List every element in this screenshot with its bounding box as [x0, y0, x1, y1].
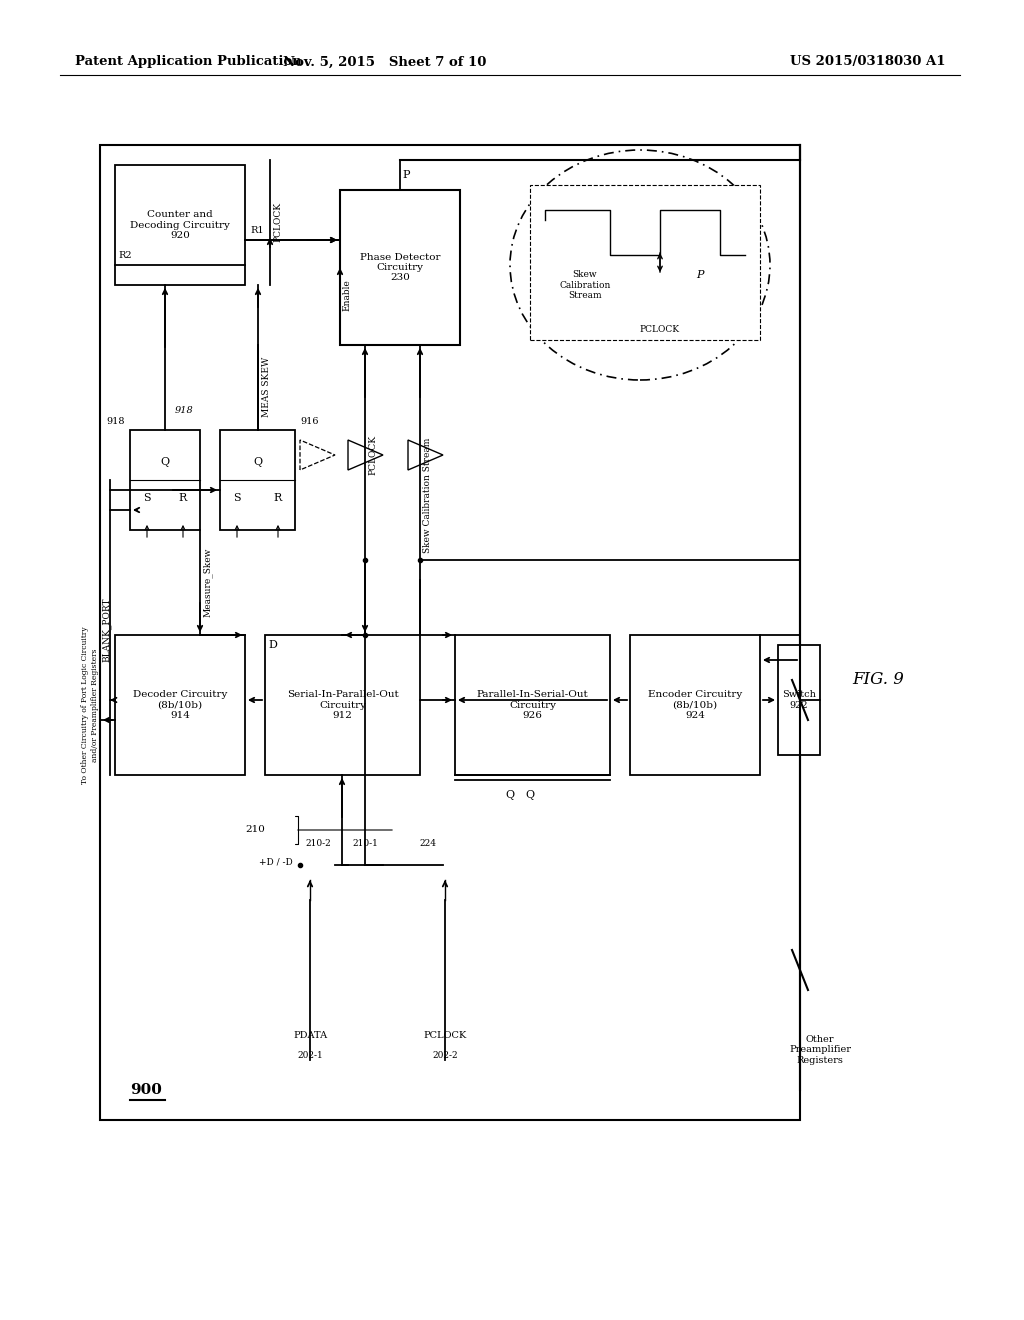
Bar	[265, 635, 420, 775]
Text: PDATA: PDATA	[293, 1031, 327, 1040]
Text: To Other Circuitry of Port Logic Circuitry
and/or Preamplifier Registers: To Other Circuitry of Port Logic Circuit…	[81, 626, 98, 784]
Text: 900: 900	[130, 1082, 162, 1097]
Text: R: R	[179, 492, 187, 503]
Text: D: D	[268, 640, 276, 649]
Text: PCLOCK: PCLOCK	[273, 202, 282, 242]
Text: S: S	[143, 492, 151, 503]
Text: Parallel-In-Serial-Out
Circuitry
926: Parallel-In-Serial-Out Circuitry 926	[476, 690, 589, 719]
Text: R2: R2	[118, 251, 132, 260]
Ellipse shape	[510, 150, 770, 380]
Text: 210-2: 210-2	[305, 840, 331, 847]
Bar	[455, 635, 610, 775]
Text: Q: Q	[253, 457, 262, 467]
Text: P: P	[402, 170, 410, 180]
Text: +D / -D: +D / -D	[259, 858, 293, 866]
Text: 918: 918	[175, 407, 194, 414]
Text: 202-2: 202-2	[432, 1051, 458, 1060]
Bar	[630, 635, 760, 775]
Text: P: P	[696, 271, 703, 280]
Text: MEAS SKEW: MEAS SKEW	[262, 356, 271, 417]
Text: 224: 224	[420, 840, 436, 847]
Text: Enable: Enable	[342, 279, 351, 312]
Text: R1: R1	[250, 226, 263, 235]
Text: Patent Application Publication: Patent Application Publication	[75, 55, 302, 69]
Text: BLANK_PORT: BLANK_PORT	[102, 598, 112, 663]
Text: FIG. 9: FIG. 9	[852, 672, 904, 689]
Bar	[778, 645, 820, 755]
Bar	[530, 185, 760, 341]
Text: Q: Q	[161, 457, 170, 467]
Text: US 2015/0318030 A1: US 2015/0318030 A1	[790, 55, 945, 69]
Text: PCLOCK: PCLOCK	[368, 434, 377, 475]
Text: PCLOCK: PCLOCK	[640, 326, 680, 334]
Text: Counter and
Decoding Circuitry
920: Counter and Decoding Circuitry 920	[130, 210, 230, 240]
Text: Serial-In-Parallel-Out
Circuitry
912: Serial-In-Parallel-Out Circuitry 912	[287, 690, 398, 719]
Text: Skew
Calibration
Stream: Skew Calibration Stream	[559, 271, 610, 300]
Text: 202-1: 202-1	[297, 1051, 323, 1060]
Text: 210: 210	[245, 825, 265, 834]
Bar	[100, 145, 800, 1119]
Bar	[340, 190, 460, 345]
Text: PCLOCK: PCLOCK	[423, 1031, 467, 1040]
Text: S: S	[233, 492, 241, 503]
Text: 916: 916	[300, 417, 318, 426]
Text: Phase Detector
Circuitry
230: Phase Detector Circuitry 230	[359, 252, 440, 282]
Bar	[130, 430, 200, 531]
Text: R: R	[273, 492, 283, 503]
Text: 210-1: 210-1	[352, 840, 378, 847]
Bar	[220, 430, 295, 531]
Text: 918: 918	[106, 417, 125, 426]
Text: Switch
922: Switch 922	[782, 690, 816, 710]
Text: Measure_Skew: Measure_Skew	[203, 548, 213, 616]
Text: Encoder Circuitry
(8b/10b)
924: Encoder Circuitry (8b/10b) 924	[648, 690, 742, 719]
Text: Decoder Circuitry
(8b/10b)
914: Decoder Circuitry (8b/10b) 914	[133, 690, 227, 719]
Text: Nov. 5, 2015   Sheet 7 of 10: Nov. 5, 2015 Sheet 7 of 10	[284, 55, 486, 69]
Bar	[115, 635, 245, 775]
Text: Other
Preamplifier
Registers: Other Preamplifier Registers	[790, 1035, 851, 1065]
Text: Skew Calibration Stream: Skew Calibration Stream	[423, 437, 432, 553]
Text: Q: Q	[525, 789, 535, 800]
Bar	[115, 165, 245, 285]
Text: Q: Q	[506, 789, 515, 800]
